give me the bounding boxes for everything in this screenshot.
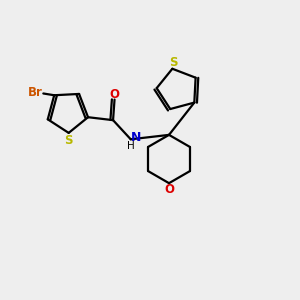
Text: S: S — [169, 56, 178, 69]
Text: N: N — [131, 131, 141, 144]
Text: O: O — [164, 183, 174, 196]
Text: S: S — [64, 134, 73, 147]
Text: Br: Br — [28, 86, 43, 99]
Text: H: H — [127, 141, 135, 151]
Text: O: O — [110, 88, 119, 101]
